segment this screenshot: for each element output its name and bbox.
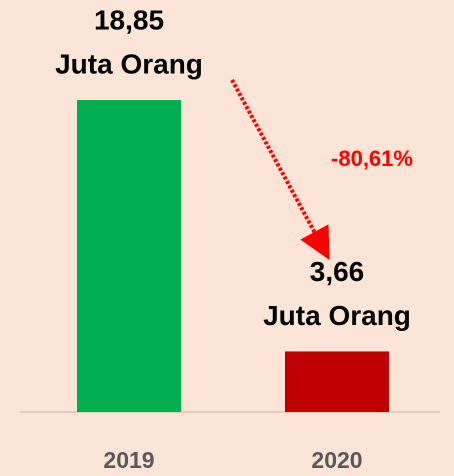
unit-label: Juta Orang [55, 48, 203, 79]
trend-arrow [230, 79, 330, 261]
change-annotation: -80,61% [331, 146, 413, 171]
x-tick-label: 2020 [311, 447, 362, 473]
x-tick-label: 2019 [103, 447, 154, 473]
bar [285, 351, 389, 412]
bar [77, 100, 181, 412]
value-label: 3,66 [310, 256, 365, 287]
value-label: 18,85 [94, 4, 164, 35]
unit-label: Juta Orang [263, 300, 411, 331]
